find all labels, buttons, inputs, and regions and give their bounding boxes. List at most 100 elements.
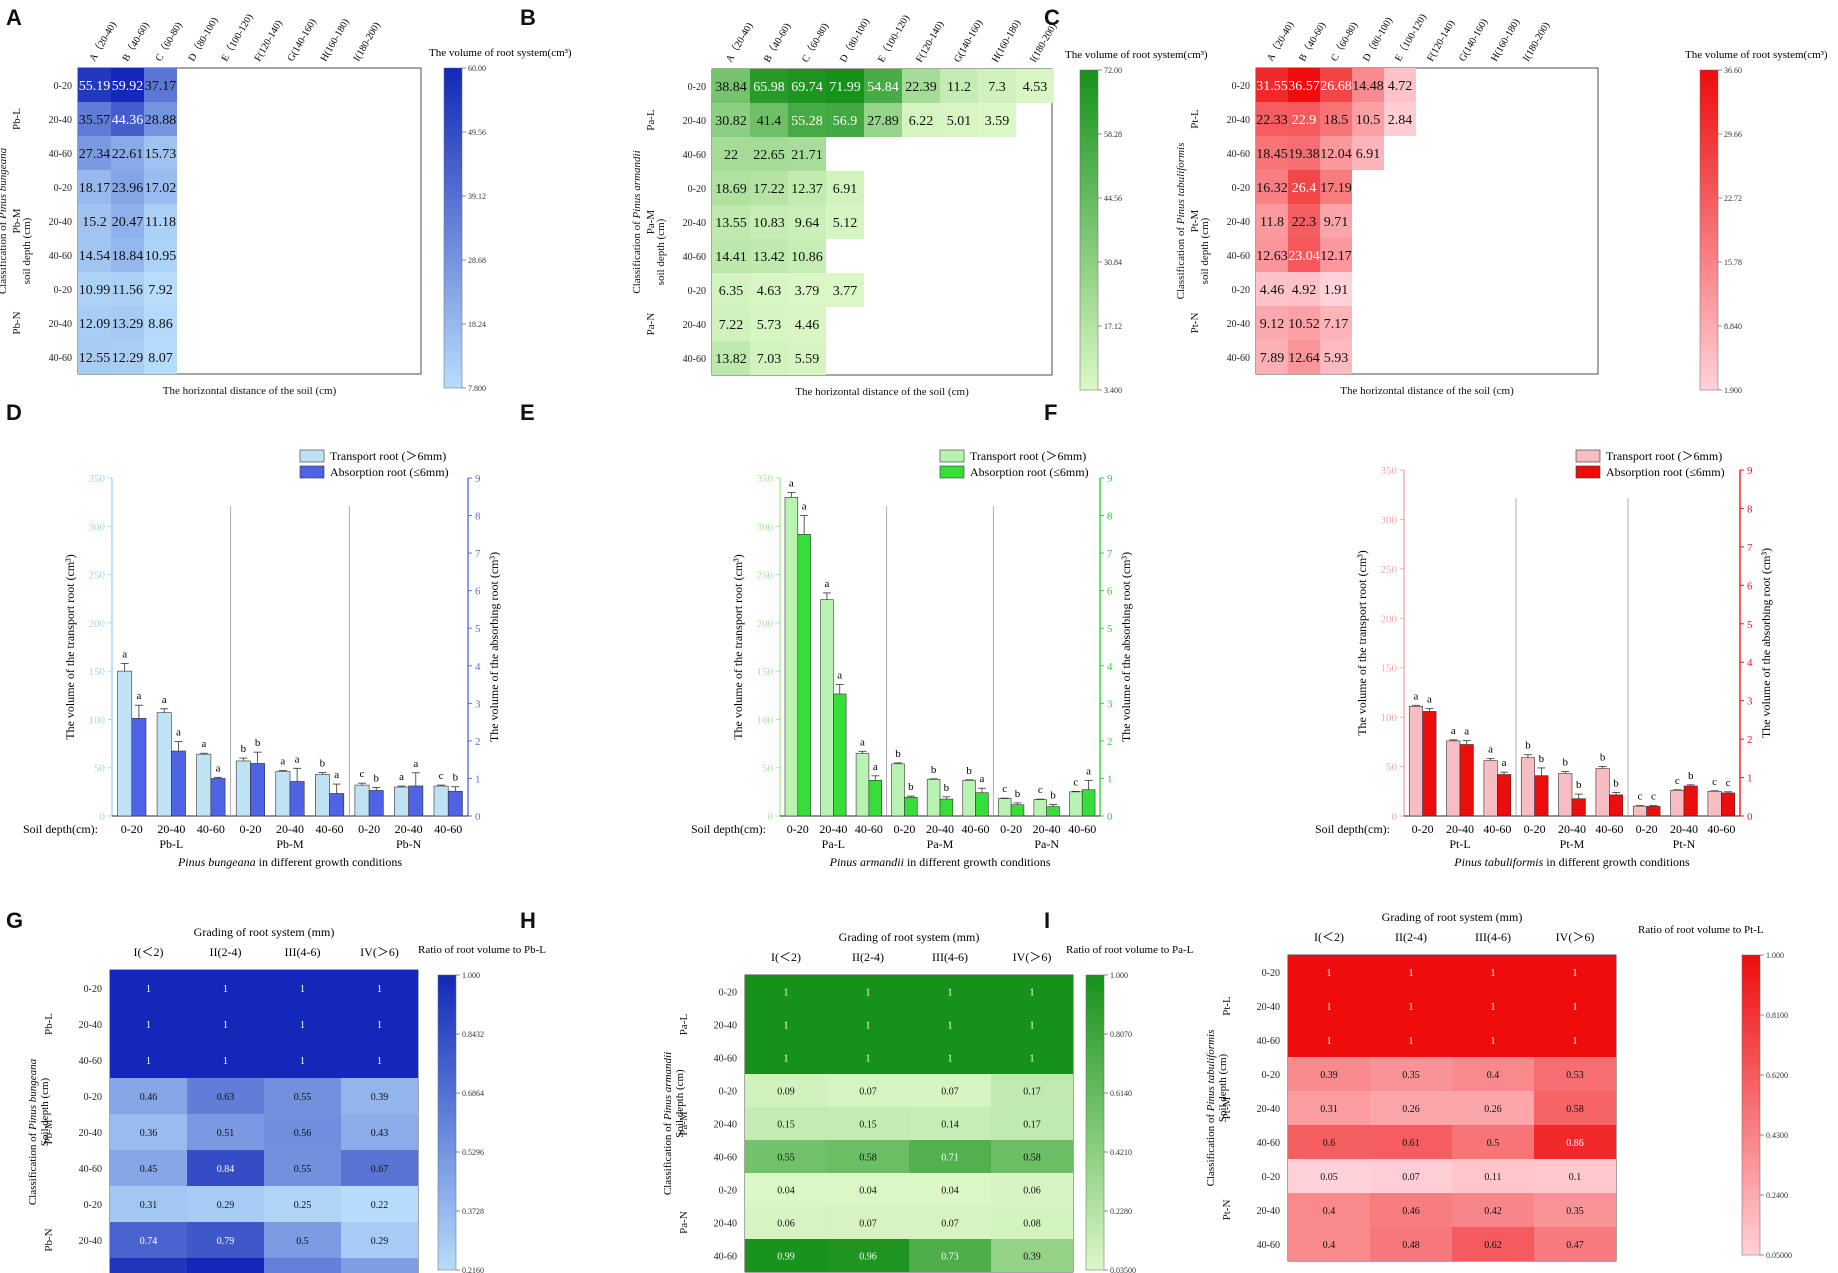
heatmap-cell — [991, 1107, 1073, 1140]
cell-value: 0.36 — [140, 1128, 158, 1139]
colorbar — [443, 67, 463, 389]
cell-value: 4.46 — [1260, 283, 1285, 298]
significance-letter: c — [1073, 776, 1078, 788]
group-label: Pb-N — [11, 311, 23, 334]
column-label: II(2-4) — [1395, 930, 1427, 944]
significance-letter: b — [373, 772, 379, 784]
left-tick-label: 250 — [89, 570, 106, 582]
heatmap-cell — [827, 1140, 909, 1173]
colorbar-tick-label: 60.00 — [468, 64, 486, 73]
heatmap-cell — [1256, 272, 1288, 306]
cell-value: 1 — [1409, 1036, 1414, 1047]
cell-value: 0.31 — [1320, 1104, 1338, 1115]
heatmap-cell — [144, 306, 177, 340]
transport-bar — [315, 774, 330, 817]
transport-bar — [196, 753, 212, 817]
significance-letter: a — [280, 756, 285, 768]
right-axis-title: The volume of the absorbing root (cm³) — [1759, 548, 1773, 738]
heatmap-cell — [187, 1078, 264, 1114]
transport-bar — [998, 798, 1012, 817]
group-label: Pt-N — [1221, 1200, 1233, 1221]
right-tick-label: 2 — [475, 736, 481, 748]
cell-value: 0.99 — [777, 1252, 795, 1263]
absorption-bar — [1497, 774, 1512, 817]
colorbar-tick-label: 17.12 — [1104, 322, 1122, 331]
cell-value: 71.99 — [829, 80, 861, 95]
heatmap-cell — [991, 1173, 1073, 1206]
row-label: 20-40 — [1257, 1002, 1280, 1013]
cell-value: 1 — [866, 1021, 871, 1032]
column-label: II(2-4) — [210, 945, 242, 959]
row-label: 20-40 — [1257, 1104, 1280, 1115]
row-label: 0-20 — [719, 1186, 737, 1197]
right-tick-label: 3 — [1107, 698, 1113, 710]
heatmap-cell — [909, 1074, 991, 1107]
column-label: D（80-100) — [186, 15, 221, 63]
cell-value: 12.17 — [1320, 249, 1352, 264]
y-axis-soil-title: Soil depth (cm) — [39, 1077, 51, 1146]
significance-letter: a — [980, 773, 985, 785]
heatmap-cell — [341, 1114, 418, 1150]
absorption-bar — [447, 790, 463, 817]
row-label: 0-20 — [1262, 1070, 1280, 1081]
column-label: III(4-6) — [1475, 930, 1511, 944]
cell-value: 9.71 — [1324, 215, 1349, 230]
row-label: 40-60 — [49, 149, 72, 160]
cell-value: 14.54 — [79, 249, 111, 264]
absorption-bar — [408, 785, 424, 817]
x-axis-title: The horizontal distance of the soil (cm) — [1340, 385, 1514, 397]
cell-value: 0.14 — [941, 1120, 959, 1131]
cell-value: 1 — [377, 984, 382, 995]
heatmap-cell — [750, 205, 788, 239]
heatmap-cell — [750, 341, 788, 375]
cell-value: 18.69 — [715, 182, 747, 197]
column-label: B（40-60) — [120, 20, 152, 64]
heatmap-cell — [788, 273, 826, 307]
cell-value: 0.61 — [1402, 1138, 1420, 1149]
left-axis-title: The volume of the transport root (cm³) — [1355, 550, 1369, 736]
heatmap-cell — [827, 1206, 909, 1239]
colorbar-tick-label: 29.66 — [1724, 130, 1742, 139]
colorbar-title: Ratio of root volume to Pb-L — [418, 944, 546, 956]
column-label: B（40-60) — [1296, 20, 1328, 64]
cell-value: 14.41 — [715, 250, 747, 265]
category-label: 40-60 — [1068, 822, 1096, 836]
cell-value: 4.63 — [757, 284, 782, 299]
cell-value: 0.04 — [941, 1186, 959, 1197]
category-label: 40-60 — [1707, 822, 1735, 836]
row-label: 40-60 — [1257, 1138, 1280, 1149]
significance-letter: b — [241, 743, 247, 755]
cell-value: 0.58 — [1023, 1153, 1041, 1164]
cell-value: 1 — [223, 1020, 228, 1031]
group-label: Pt-L — [1221, 996, 1233, 1016]
category-label: 0-20 — [1412, 822, 1434, 836]
heatmap-cell — [187, 1258, 264, 1273]
cell-value: 11.8 — [1260, 215, 1284, 230]
legend-label: Absorption root (≤6mm) — [1606, 465, 1725, 479]
cell-value: 0.55 — [777, 1153, 795, 1164]
row-label: 0-20 — [688, 184, 706, 195]
x-prefix: Soil depth(cm): — [23, 822, 98, 836]
heatmap-cell — [144, 136, 177, 170]
heatmap-cell — [902, 103, 940, 137]
panel-label-g: G — [6, 908, 23, 933]
x-title-suffix: in different growth conditions — [904, 855, 1051, 869]
column-label: IV(＞6) — [1556, 930, 1595, 944]
significance-letter: c — [1712, 776, 1717, 788]
heatmap-cell — [1288, 1193, 1370, 1227]
significance-letter: b — [1050, 789, 1056, 801]
row-label: 20-40 — [49, 115, 72, 126]
cell-value: 0.39 — [371, 1092, 389, 1103]
cell-value: 5.01 — [947, 114, 972, 129]
heatmap-cell — [1352, 68, 1384, 102]
cell-value: 15.73 — [145, 147, 177, 162]
heatmap-cell — [745, 975, 827, 1008]
cell-value: 0.39 — [1320, 1070, 1338, 1081]
group-label: Pa-N — [678, 1211, 690, 1234]
heatmap-cell — [264, 1222, 341, 1258]
cell-value: 0.4 — [1487, 1070, 1500, 1081]
colorbar-tick-label: 0.6864 — [462, 1089, 484, 1098]
heatmap-cell — [991, 1206, 1073, 1239]
heatmap-cell — [111, 238, 144, 272]
colorbar-tick-label: 49.56 — [468, 128, 486, 137]
